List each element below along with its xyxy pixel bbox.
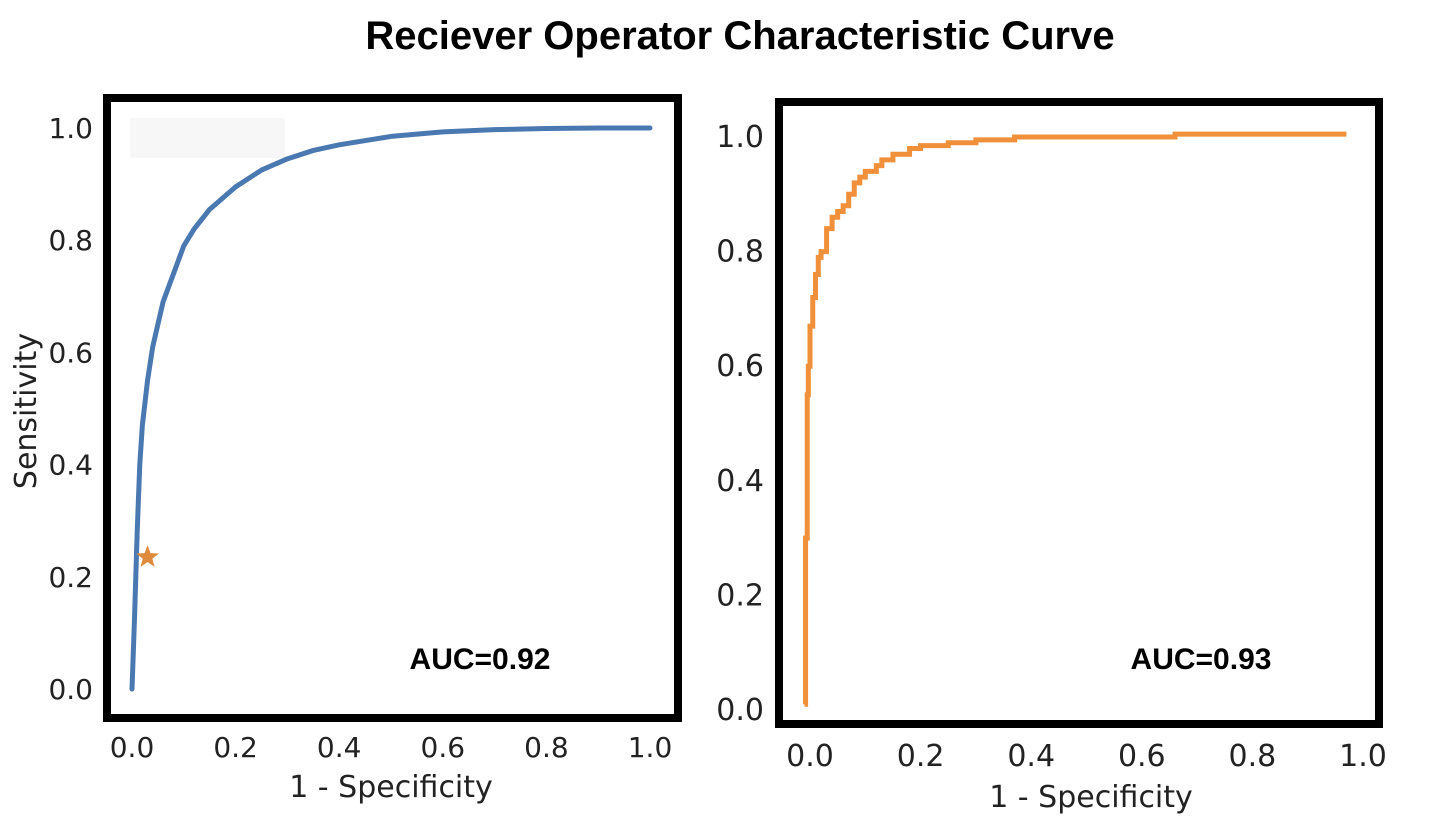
right-y-tick-label: 0.2 <box>716 578 764 613</box>
left-y-axis-label: Sensitivity <box>9 333 44 489</box>
left-x-tick-label: 0.0 <box>110 731 155 764</box>
left-y-tick-label: 0.4 <box>48 449 93 482</box>
left-x-tick-label: 0.8 <box>524 731 569 764</box>
left-panel-frame <box>103 94 682 722</box>
figure-title: Reciever Operator Characteristic Curve <box>365 14 1114 58</box>
left-roc-panel: 0.0 0.2 0.4 0.6 0.8 1.0 0.0 0.2 0.4 0.6 0.8 1.0 1 -… <box>9 94 682 805</box>
right-x-tick-label: 1.0 <box>1339 739 1387 774</box>
left-x-tick-label: 0.4 <box>317 731 362 764</box>
left-y-tick-label: 0.2 <box>48 561 93 594</box>
right-x-tick-label: 0.2 <box>897 739 945 774</box>
right-auc-annotation: AUC=0.93 <box>1131 643 1272 676</box>
right-roc-curve <box>803 131 1347 707</box>
left-x-axis-label: 1 - Specificity <box>289 770 493 805</box>
right-y-tick-label: 1.0 <box>716 120 764 155</box>
left-y-tick-label: 0.6 <box>48 336 93 369</box>
right-x-tick-label: 0.8 <box>1229 739 1277 774</box>
right-panel-frame <box>775 98 1383 728</box>
right-x-axis-label: 1 - Specificity <box>989 780 1193 815</box>
right-roc-panel: 0.0 0.2 0.4 0.6 0.8 1.0 0.0 0.2 0.4 0.6 0.8 1.0 1 -… <box>716 98 1387 815</box>
left-y-tick-label: 0.8 <box>48 224 93 257</box>
right-x-tick-label: 0.6 <box>1118 739 1166 774</box>
right-y-tick-label: 0.4 <box>716 464 764 499</box>
left-panel-blank-box <box>130 118 285 158</box>
right-y-tick-label: 0.8 <box>716 235 764 270</box>
right-x-tick-label: 0.0 <box>786 739 834 774</box>
right-x-tick-label: 0.4 <box>1007 739 1055 774</box>
left-auc-annotation: AUC=0.92 <box>410 643 551 676</box>
right-y-tick-label: 0.6 <box>716 349 764 384</box>
left-x-tick-label: 0.2 <box>213 731 258 764</box>
right-y-tick-label: 0.0 <box>716 693 764 728</box>
left-roc-curve <box>129 125 653 692</box>
left-y-tick-label: 0.0 <box>48 673 93 706</box>
operating-point-star-marker <box>136 545 159 567</box>
left-y-tick-label: 1.0 <box>48 112 93 145</box>
left-x-tick-label: 0.6 <box>421 731 466 764</box>
left-x-tick-label: 1.0 <box>628 731 673 764</box>
